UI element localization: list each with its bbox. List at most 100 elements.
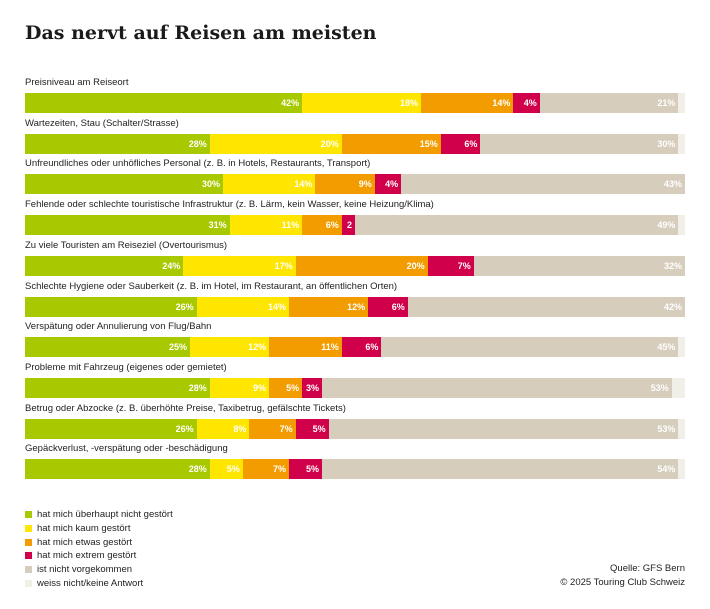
data-label: 11% [321, 342, 339, 353]
stacked-bar: 26% 14% 12% 6% 42% [25, 296, 685, 317]
bar-row: Gepäckverlust, -verspätung oder -beschäd… [25, 442, 685, 480]
data-label: 6% [325, 220, 339, 231]
data-label: 14% [492, 98, 511, 108]
bar-segment: 5% [295, 418, 329, 439]
bar-segment: 4% [513, 93, 540, 113]
legend-swatch [25, 525, 32, 533]
bar-row: Schlechte Hygiene oder Sauberkeit (z. B.… [25, 280, 685, 317]
data-label: 28% [188, 382, 207, 393]
bar-segment: 28% [25, 459, 210, 480]
category-label: Probleme mit Fahrzeug (eigenes oder gemi… [25, 361, 227, 373]
bar-segment: 42% [25, 93, 303, 113]
data-label: 28% [188, 464, 207, 475]
data-label: 14% [267, 301, 286, 312]
bar-segment: 2 [341, 215, 355, 236]
data-label: 28% [188, 138, 207, 149]
bar-segment: 54% [321, 459, 679, 480]
category-label: Betrug oder Abzocke (z. B. überhöhte Pre… [25, 402, 346, 414]
legend-label: weiss nicht/keine Antwort [37, 577, 144, 589]
source-note: Quelle: GFS Bern © 2025 Touring Club Sch… [560, 562, 685, 589]
bar-segment: 28% [25, 133, 210, 154]
legend-label: hat mich etwas gestört [37, 536, 133, 548]
data-label: 53% [650, 382, 669, 393]
category-label: Verspätung oder Annulierung von Flug/Bah… [25, 321, 212, 333]
bar-segment [678, 93, 685, 113]
bar-segment: 20% [209, 133, 342, 154]
bar-segment: 7% [249, 418, 296, 439]
bar-segment [678, 459, 685, 480]
data-label: 4% [523, 98, 537, 108]
bar-segment: 6% [440, 133, 481, 154]
bar-segment: 12% [288, 296, 369, 317]
bar-segment [678, 215, 685, 236]
legend-swatch [25, 579, 32, 587]
bar-segment [678, 133, 685, 154]
bar-segment: 7% [427, 255, 474, 276]
category-label: Unfreundliches oder unhöfliches Personal… [25, 158, 371, 170]
data-label: 20% [406, 260, 425, 271]
bar-segment: 11% [229, 215, 303, 236]
category-label: Fehlende oder schlechte touristische Inf… [25, 199, 434, 211]
bar-segment: 3% [302, 377, 322, 398]
data-label: 7% [279, 423, 293, 434]
data-label: 45% [657, 342, 676, 353]
data-label: 12% [347, 301, 366, 312]
bar-segment [678, 337, 685, 358]
data-label: 15% [419, 138, 438, 149]
bar-segment: 8% [196, 418, 250, 439]
data-label: 9% [358, 179, 372, 190]
data-label: 5% [305, 464, 319, 475]
data-label: 5% [312, 423, 326, 434]
data-label: 9% [253, 382, 267, 393]
bar-row: Unfreundliches oder unhöfliches Personal… [25, 157, 685, 195]
bar-segment: 49% [354, 215, 679, 236]
legend-swatch [25, 511, 32, 519]
stacked-bar: 30% 14% 9% 4% 43% [25, 174, 685, 195]
bar-row: Fehlende oder schlechte touristische Inf… [25, 198, 685, 236]
legend-swatch [25, 538, 32, 546]
legend-label: hat mich extrem gestört [37, 550, 137, 562]
data-label: 26% [175, 423, 194, 434]
data-label: 6% [365, 342, 379, 353]
legend-item: hat mich kaum gestört [25, 522, 173, 536]
data-label: 7% [457, 260, 471, 271]
category-label: Gepäckverlust, -verspätung oder -beschäd… [25, 443, 228, 455]
bar-segment: 42% [407, 296, 685, 317]
bar-segment: 21% [539, 93, 679, 113]
data-label: 7% [272, 464, 286, 475]
bar-segment: 5% [288, 459, 322, 480]
bar-segment: 26% [25, 418, 197, 439]
bar-row: Betrug oder Abzocke (z. B. überhöhte Pre… [25, 402, 685, 439]
bar-segment [671, 377, 685, 398]
data-label: 17% [274, 260, 293, 271]
bar-segment: 30% [25, 174, 223, 195]
bar-segment: 14% [420, 93, 514, 113]
data-label: 31% [208, 220, 227, 231]
legend-swatch [25, 566, 32, 574]
data-label: 2 [346, 220, 352, 231]
bar-segment: 11% [269, 337, 342, 358]
bar-row: Zu viele Touristen am Reiseziel (Overtou… [25, 239, 685, 276]
data-label: 5% [226, 464, 240, 475]
data-label: 30% [657, 138, 676, 149]
legend-item: hat mich extrem gestört [25, 549, 173, 563]
category-label: Zu viele Touristen am Reiseziel (Overtou… [25, 239, 228, 251]
bar-segment: 4% [374, 174, 402, 195]
legend-label: hat mich überhaupt nicht gestört [37, 509, 173, 521]
data-label: 32% [663, 260, 682, 271]
chart-title: Das nervt auf Reisen am meisten [25, 22, 377, 44]
data-label: 43% [663, 179, 682, 190]
data-label: 26% [175, 301, 194, 312]
data-label: 49% [657, 220, 676, 231]
legend-label: hat mich kaum gestört [37, 523, 131, 535]
bar-segment: 31% [25, 215, 230, 236]
bar-segment: 53% [328, 418, 679, 439]
category-label: Schlechte Hygiene oder Sauberkeit (z. B.… [25, 280, 398, 292]
stacked-bar: 25% 12% 11% 6% 45% [25, 337, 685, 358]
data-label: 4% [385, 179, 399, 190]
data-label: 20% [320, 138, 339, 149]
data-label: 42% [663, 301, 682, 312]
data-label: 25% [168, 342, 187, 353]
bar-segment: 14% [223, 174, 316, 195]
bar-segment: 18% [302, 93, 421, 113]
